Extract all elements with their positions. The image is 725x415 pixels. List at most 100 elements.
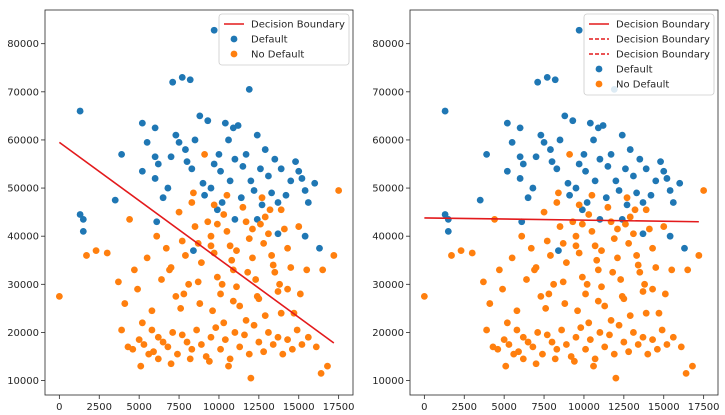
no-default-point [304,333,312,341]
no-default-point [169,329,177,336]
no-default-point [212,324,220,332]
default-point [301,232,309,240]
x-tick-label: 10000 [568,402,600,413]
default-point [268,189,276,197]
default-point [250,187,258,194]
no-default-point [197,341,205,348]
no-default-point [607,218,615,226]
default-point [245,86,253,93]
default-point [626,146,634,153]
no-default-point [324,362,331,370]
default-point [503,167,511,175]
no-default-point [677,343,685,351]
right-scatter-plot: 0 2500 5000 7500 10000 12500 15000 17500 10000 20… [372,9,720,413]
default-point [301,187,309,194]
default-point [516,153,524,161]
no-default-point [269,341,277,348]
no-default-point [303,266,311,274]
legend: Decision Boundary Decision Boundary Decisi… [583,13,715,96]
no-default-point [258,194,266,202]
no-default-point [634,341,642,348]
y-tick-label: 40000 [372,232,404,243]
default-point [543,73,551,81]
x-tick-label: 5000 [126,402,151,413]
no-default-point [641,280,648,288]
no-default-point [186,355,194,363]
no-default-point [682,369,690,377]
no-default-point [495,266,503,274]
no-default-point [274,333,282,341]
no-default-point [480,278,487,286]
default-point [274,199,282,206]
default-point [516,124,524,132]
default-point [217,167,224,175]
no-default-point [164,343,172,351]
decision-boundary-line [424,217,699,223]
no-default-point [618,292,626,300]
default-point [258,201,266,209]
default-point [583,199,591,206]
legend-label: Decision Boundary [616,50,710,61]
default-point [76,107,84,115]
default-point [561,112,569,120]
no-default-point [578,273,586,281]
no-default-point [225,362,232,370]
no-default-point [620,338,628,346]
no-default-point [653,345,661,353]
no-default-point [588,227,596,235]
default-point [154,160,162,168]
no-default-point [486,300,494,307]
no-default-point [296,290,304,298]
default-point [151,175,159,182]
default-point [138,167,146,175]
no-default-point [582,290,589,298]
no-default-point [639,333,647,341]
no-default-point [271,268,279,276]
no-default-point [172,292,180,300]
no-default-point [540,208,548,216]
no-default-point [586,336,594,344]
default-point [551,76,559,84]
no-default-point [610,235,618,242]
no-default-point [218,280,226,288]
no-default-point [553,199,561,206]
no-default-point [135,336,143,344]
no-default-point [226,242,234,250]
no-default-point [83,252,90,259]
left-scatter-plot: 0 2500 5000 7500 10000 12500 15000 17500 10000 20… [7,9,355,413]
no-default-point [167,360,175,368]
default-point [218,199,226,206]
legend-label: Default [251,35,288,46]
x-tick-label: 7500 [531,402,556,413]
default-point [657,158,664,165]
default-point [274,230,282,238]
default-point [215,150,223,158]
no-default-point [188,199,196,206]
y-tick-label: 10000 [372,376,404,387]
default-point [564,179,572,187]
default-point [79,227,87,235]
default-point [596,155,604,163]
default-point [242,150,250,158]
no-default-point [209,307,216,315]
no-default-point [223,191,231,199]
default-point [159,194,167,202]
no-default-point [502,362,510,370]
default-point [590,136,597,144]
x-tick-label: 15000 [648,402,680,413]
default-point [201,191,208,199]
no-default-point [531,266,538,274]
no-default-point [260,240,268,247]
no-default-point [284,244,291,252]
default-point [183,158,191,165]
default-point [534,78,542,86]
default-point [295,167,303,175]
no-default-point [609,268,617,276]
no-default-point [558,326,566,334]
no-default-point [242,218,250,226]
no-default-point [534,329,542,336]
default-point [164,184,172,192]
default-point [167,153,175,161]
no-default-point [559,278,567,286]
default-point [596,215,604,223]
